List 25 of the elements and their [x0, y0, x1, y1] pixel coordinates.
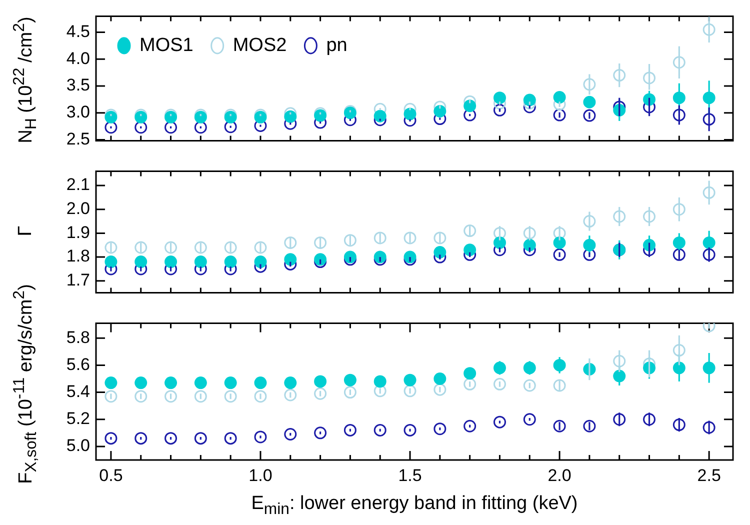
x-tick-label: 2.5	[697, 466, 721, 485]
y-axis-title: Γ	[15, 226, 37, 236]
y-tick-label: 5.4	[66, 382, 90, 401]
x-tick-label: 1.0	[248, 466, 272, 485]
x-axis-title: E$_{min}$: lower energy band in fitting (keV)	[251, 493, 578, 519]
y-tick-label: 4.5	[66, 22, 90, 41]
y-tick-label: 1.9	[66, 222, 90, 242]
legend-label: MOS1	[140, 34, 194, 56]
y-tick-label: 4.0	[66, 48, 90, 68]
legend-label: pn	[326, 34, 348, 56]
y-tick-label: 5.8	[66, 328, 90, 347]
y-tick-label: 1.7	[66, 270, 90, 290]
y-tick-label: 5.2	[66, 409, 90, 428]
legend-label: MOS2	[232, 34, 287, 56]
y-tick-label: 5.6	[66, 354, 90, 374]
y-tick-label: 2.0	[66, 199, 90, 218]
x-tick-label: 2.0	[548, 466, 572, 485]
y-tick-label: 1.8	[66, 246, 90, 266]
y-tick-label: 3.0	[66, 102, 90, 122]
x-tick-label: 0.5	[99, 466, 123, 485]
y-tick-label: 2.5	[66, 129, 90, 148]
y-tick-label: 5.0	[66, 436, 90, 456]
y-tick-label: 3.5	[66, 76, 90, 95]
y-tick-label: 2.1	[66, 175, 90, 194]
x-tick-label: 1.5	[398, 466, 422, 485]
